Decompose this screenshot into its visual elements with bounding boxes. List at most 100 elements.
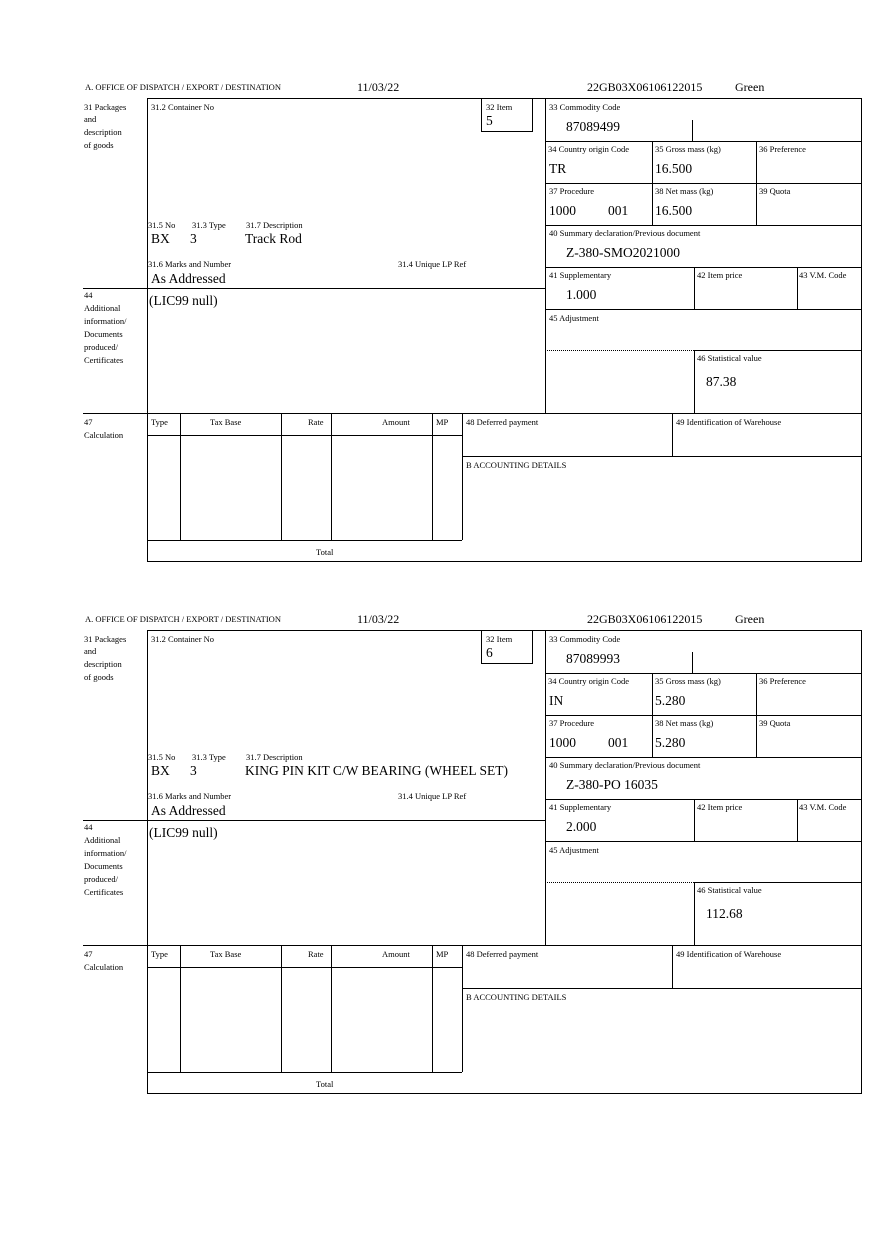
divider bbox=[462, 945, 463, 1072]
statistical-value: 112.68 bbox=[706, 906, 743, 921]
additional-info-value: (LIC99 null) bbox=[149, 825, 218, 840]
divider bbox=[462, 413, 463, 540]
warehouse-label: 49 Identification of Warehouse bbox=[676, 417, 782, 427]
accounting-label: B ACCOUNTING DETAILS bbox=[466, 460, 567, 470]
divider bbox=[147, 967, 462, 968]
item-value: 6 bbox=[486, 645, 493, 660]
divider bbox=[147, 540, 462, 541]
dotted-divider bbox=[545, 350, 694, 351]
divider bbox=[545, 799, 862, 800]
container-no-label: 31.2 Container No bbox=[151, 102, 215, 112]
calc-column-header: MP bbox=[436, 949, 449, 959]
type-value: 3 bbox=[190, 763, 197, 778]
no-label: 31.5 No bbox=[148, 752, 176, 762]
divider bbox=[147, 561, 862, 562]
date: 11/03/22 bbox=[357, 612, 400, 626]
no-value: BX bbox=[151, 763, 170, 778]
divider bbox=[180, 945, 181, 1072]
calc-column-header: Amount bbox=[382, 417, 410, 427]
calc-column-header: Type bbox=[151, 417, 168, 427]
divider bbox=[481, 663, 533, 664]
divider bbox=[545, 841, 862, 842]
box31-label: and bbox=[84, 646, 97, 656]
net-label: 38 Net mass (kg) bbox=[655, 186, 714, 196]
box44-label: 44 bbox=[84, 822, 93, 832]
divider bbox=[694, 350, 695, 413]
description-label: 31.7 Description bbox=[246, 752, 303, 762]
divider bbox=[481, 630, 482, 664]
box44-label: information/ bbox=[84, 848, 127, 858]
box47-label: 47 bbox=[84, 949, 93, 959]
divider bbox=[281, 945, 282, 1072]
mrn: 22GB03X06106122015 bbox=[587, 612, 703, 626]
divider bbox=[694, 882, 695, 945]
divider bbox=[462, 988, 862, 989]
calc-column-header: Tax Base bbox=[210, 949, 242, 959]
dotted-divider bbox=[545, 882, 546, 945]
no-label: 31.5 No bbox=[148, 220, 176, 230]
divider bbox=[545, 141, 862, 142]
divider bbox=[672, 413, 673, 456]
total-label: Total bbox=[316, 1079, 334, 1089]
procedure-value: 1000 bbox=[549, 735, 576, 750]
total-label: Total bbox=[316, 547, 334, 557]
country-label: 34 Country origin Code bbox=[548, 676, 629, 686]
office-label: A. OFFICE OF DISPATCH / EXPORT / DESTINA… bbox=[85, 82, 281, 92]
divider bbox=[545, 630, 546, 945]
divider bbox=[652, 673, 653, 757]
marks-label: 31.6 Marks and Number bbox=[148, 791, 232, 801]
divider bbox=[180, 413, 181, 540]
divider bbox=[672, 945, 673, 988]
box31-label: and bbox=[84, 114, 97, 124]
divider bbox=[652, 141, 653, 225]
divider bbox=[545, 673, 862, 674]
marks-value: As Addressed bbox=[151, 271, 226, 286]
country-value: IN bbox=[549, 693, 564, 708]
deferred-label: 48 Deferred payment bbox=[466, 949, 539, 959]
divider bbox=[797, 799, 798, 841]
customs-item-form-1: A. OFFICE OF DISPATCH / EXPORT / DESTINA… bbox=[0, 0, 882, 562]
calc-column-header: Amount bbox=[382, 949, 410, 959]
description-label: 31.7 Description bbox=[246, 220, 303, 230]
summary-label: 40 Summary declaration/Previous document bbox=[549, 228, 701, 238]
office-label: A. OFFICE OF DISPATCH / EXPORT / DESTINA… bbox=[85, 614, 281, 624]
divider bbox=[545, 715, 862, 716]
marks-label: 31.6 Marks and Number bbox=[148, 259, 232, 269]
box44-label: Additional bbox=[84, 835, 121, 845]
divider bbox=[147, 98, 862, 99]
gross-label: 35 Gross mass (kg) bbox=[655, 676, 721, 686]
divider bbox=[756, 141, 757, 225]
divider bbox=[545, 225, 862, 226]
procedure-additional-value: 001 bbox=[608, 735, 629, 750]
gross-value: 16.500 bbox=[655, 161, 693, 176]
additional-info-value: (LIC99 null) bbox=[149, 293, 218, 308]
accounting-label: B ACCOUNTING DETAILS bbox=[466, 992, 567, 1002]
quota-label: 39 Quota bbox=[759, 186, 791, 196]
procedure-additional-value: 001 bbox=[608, 203, 629, 218]
box44-label: Certificates bbox=[84, 887, 124, 897]
deferred-label: 48 Deferred payment bbox=[466, 417, 539, 427]
item-price-label: 42 Item price bbox=[697, 270, 743, 280]
summary-value: Z-380-PO 16035 bbox=[566, 777, 658, 792]
box44-label: information/ bbox=[84, 316, 127, 326]
box31-label: description bbox=[84, 659, 122, 669]
box44-label: Documents bbox=[84, 329, 123, 339]
divider bbox=[462, 456, 862, 457]
divider bbox=[694, 882, 862, 883]
divider bbox=[797, 267, 798, 309]
net-value: 5.280 bbox=[655, 735, 686, 750]
gross-value: 5.280 bbox=[655, 693, 686, 708]
divider bbox=[532, 98, 533, 132]
box44-label: Certificates bbox=[84, 355, 124, 365]
divider bbox=[694, 267, 695, 309]
box44-label: produced/ bbox=[84, 874, 118, 884]
unique-lp-label: 31.4 Unique LP Ref bbox=[398, 791, 467, 801]
net-label: 38 Net mass (kg) bbox=[655, 718, 714, 728]
dotted-divider bbox=[545, 350, 546, 413]
divider bbox=[147, 630, 862, 631]
type-label: 31.3 Type bbox=[192, 752, 226, 762]
calc-column-header: Tax Base bbox=[210, 417, 242, 427]
statistical-label: 46 Statistical value bbox=[697, 353, 762, 363]
divider bbox=[147, 1072, 462, 1073]
box31-label: of goods bbox=[84, 672, 114, 682]
